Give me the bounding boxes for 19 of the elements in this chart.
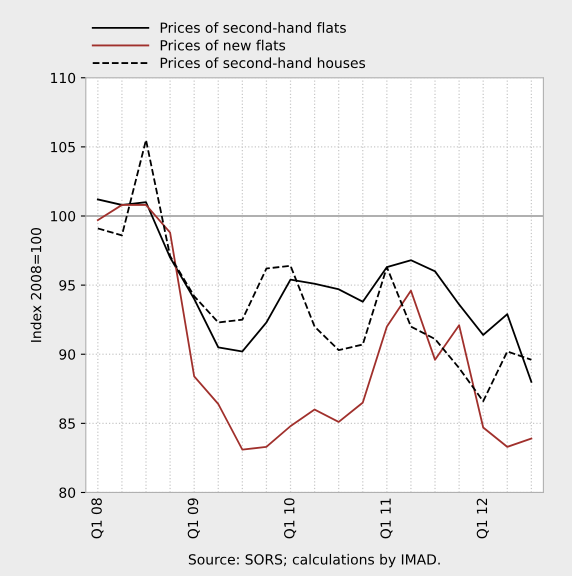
y-tick-label: 80 [59, 487, 76, 498]
x-tick-label: Q1 11 [380, 498, 392, 538]
legend-label: Prices of new flats [160, 40, 286, 51]
y-tick-label: 110 [51, 72, 76, 84]
x-tick-label: Q1 09 [188, 498, 200, 538]
x-tick-label: Q1 12 [476, 498, 489, 538]
y-tick-label: 95 [59, 280, 75, 291]
y-tick-label: 85 [59, 418, 75, 429]
y-tick-label: 105 [51, 142, 75, 152]
x-tick-label: Q1 10 [284, 498, 296, 538]
y-axis-title: Index 2008=100 [30, 228, 42, 342]
legend-label: Prices of second-hand flats [160, 22, 346, 33]
x-tick-label: Q1 08 [91, 498, 104, 538]
y-tick-label: 100 [51, 210, 76, 222]
y-tick-label: 90 [59, 349, 76, 360]
legend-label: Prices of second-hand houses [160, 57, 366, 68]
line-series [96, 139, 532, 402]
line-series [96, 204, 532, 451]
source-note: Source: SORS; calculations by IMAD. [188, 554, 440, 568]
